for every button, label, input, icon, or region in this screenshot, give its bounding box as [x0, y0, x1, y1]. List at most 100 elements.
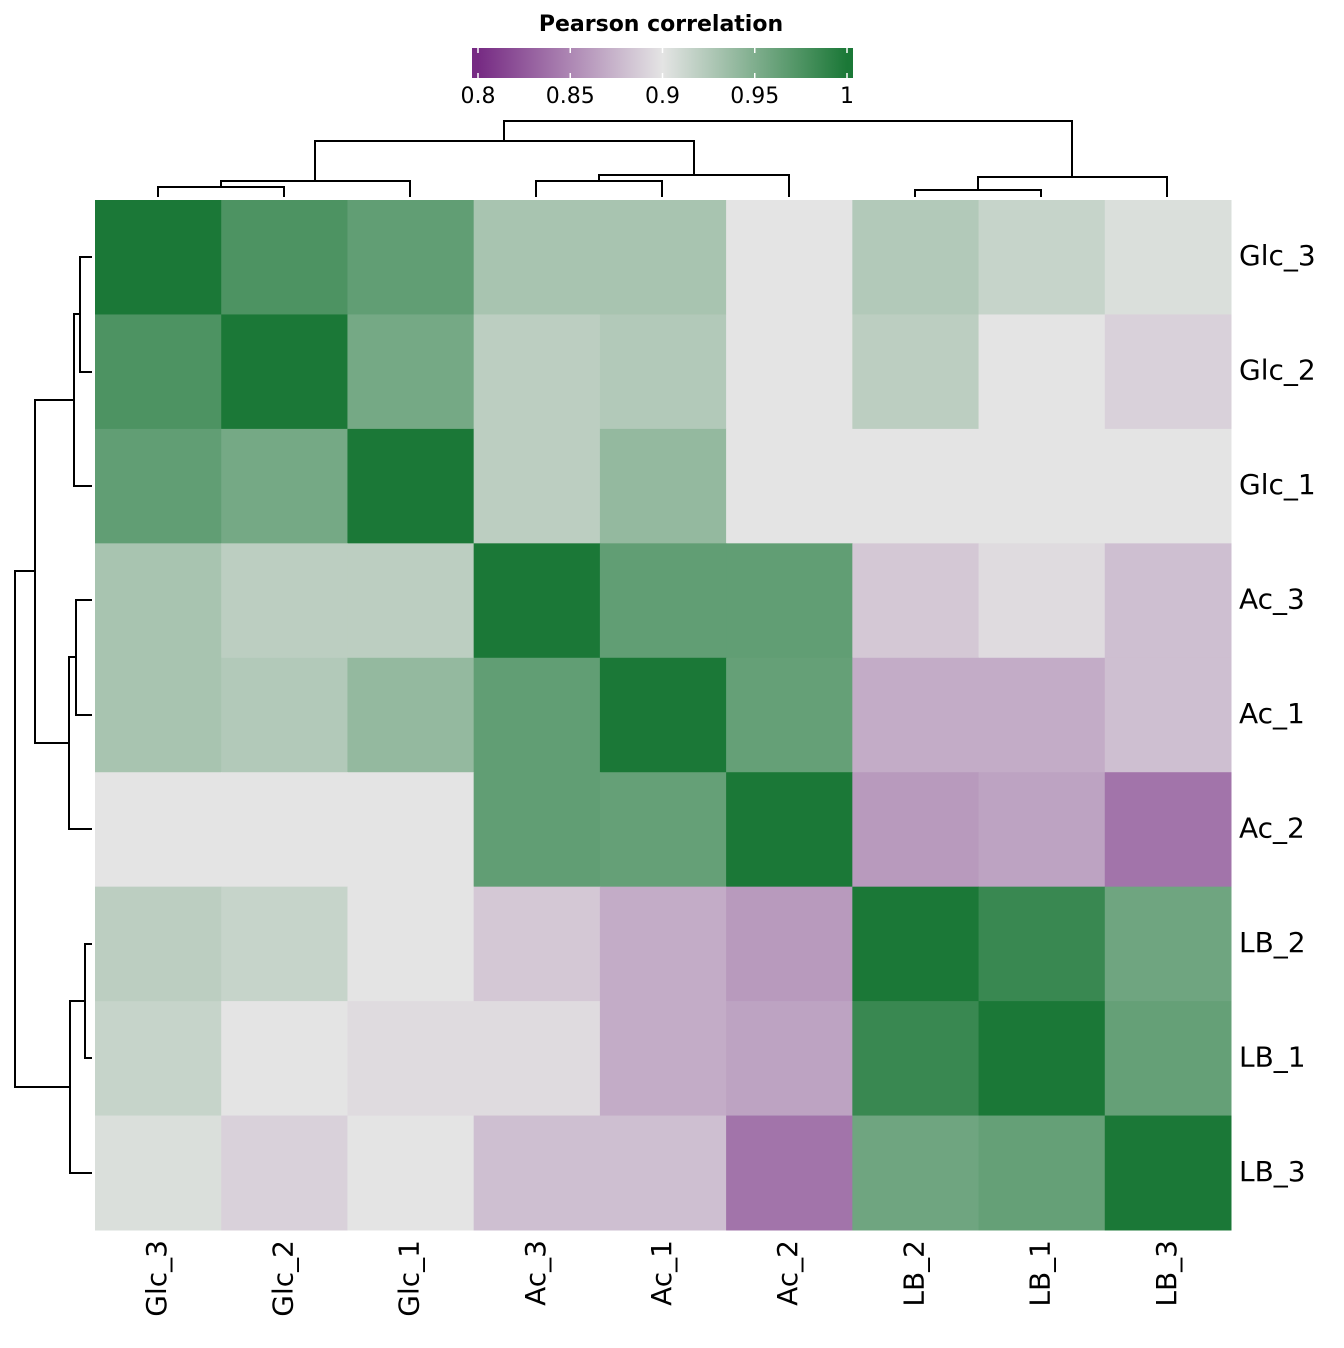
column-label: Ac_2 [771, 1240, 804, 1306]
heatmap-cell [852, 200, 980, 315]
heatmap-cell [221, 200, 348, 315]
heatmap-cell [221, 428, 348, 544]
heatmap-cell [852, 886, 980, 1002]
heatmap-cell [95, 886, 222, 1002]
row-dendrogram [14, 256, 92, 1174]
heatmap-cell [726, 657, 853, 773]
heatmap-cell [978, 772, 1106, 888]
heatmap-cell [221, 314, 348, 430]
heatmap-cell [852, 772, 980, 888]
heatmap-cell [95, 200, 222, 315]
column-label: LB_2 [897, 1240, 930, 1307]
heatmap-cell [347, 543, 475, 659]
heatmap-cell [1104, 314, 1232, 430]
heatmap-cell [978, 200, 1106, 315]
heatmap-cell [852, 657, 980, 773]
heatmap-cell [347, 1115, 475, 1231]
colorbar-high-cap [847, 48, 853, 78]
row-label: Ac_2 [1239, 811, 1305, 844]
heatmap-cell [221, 657, 348, 773]
heatmap-cell [1104, 886, 1232, 1002]
heatmap-cell [473, 428, 601, 544]
column-label: Glc_1 [393, 1240, 426, 1317]
heatmap-cell [95, 314, 222, 430]
heatmap-cell [473, 200, 601, 315]
heatmap-cell [473, 314, 601, 430]
heatmap-cell [852, 1115, 980, 1231]
column-label: Glc_3 [140, 1240, 173, 1317]
heatmap-cell [347, 1001, 475, 1117]
heatmap-cell [978, 543, 1106, 659]
heatmap-cell [726, 1001, 853, 1117]
heatmap-cell [1104, 1001, 1232, 1117]
heatmap-cell [726, 428, 853, 544]
heatmap-cell [978, 1001, 1106, 1117]
heatmap-cell [852, 1001, 980, 1117]
heatmap-cell [221, 1115, 348, 1231]
heatmap-cell [599, 1115, 727, 1231]
heatmap-cell [221, 1001, 348, 1117]
colorbar-tick-label: 0.85 [546, 84, 595, 109]
row-label: Glc_2 [1239, 354, 1316, 387]
heatmap-cell [599, 886, 727, 1002]
column-label: LB_1 [1024, 1240, 1057, 1307]
heatmap-cell [599, 314, 727, 430]
heatmap-cell [95, 1115, 222, 1231]
colorbar-tick-label: 0.8 [461, 84, 496, 109]
heatmap-cell [726, 200, 853, 315]
heatmap-cell [473, 772, 601, 888]
heatmap-cell [221, 886, 348, 1002]
heatmap-cell [726, 772, 853, 888]
heatmap-cell [1104, 428, 1232, 544]
row-label: Ac_1 [1239, 697, 1305, 730]
heatmap-cell [473, 657, 601, 773]
heatmap-cell [599, 657, 727, 773]
legend-title: Pearson correlation [539, 12, 783, 37]
heatmap-cell [1104, 657, 1232, 773]
row-label: Glc_1 [1239, 468, 1316, 501]
heatmap-cell [852, 314, 980, 430]
heatmap-cell [726, 314, 853, 430]
heatmap-cell [852, 428, 980, 544]
heatmap-cell [347, 428, 475, 544]
heatmap-cell [347, 886, 475, 1002]
heatmap-cell [1104, 1115, 1232, 1231]
row-label: LB_2 [1239, 926, 1306, 959]
heatmap-cell [473, 1001, 601, 1117]
heatmap-cell [221, 772, 348, 888]
heatmap-cell [978, 886, 1106, 1002]
heatmap-cell [978, 1115, 1106, 1231]
heatmap-cell [726, 1115, 853, 1231]
heatmap-cell [95, 428, 222, 544]
heatmap-cell [95, 1001, 222, 1117]
heatmap-cell [347, 314, 475, 430]
colorbar-tick-label: 1 [840, 84, 854, 109]
heatmap-cell [599, 428, 727, 544]
heatmap-cell [599, 543, 727, 659]
column-label: Ac_3 [519, 1240, 552, 1306]
heatmap-cell [95, 657, 222, 773]
heatmap-cell [599, 772, 727, 888]
heatmap-cell [726, 543, 853, 659]
heatmap-cell [473, 1115, 601, 1231]
heatmap-cell [347, 200, 475, 315]
heatmap-cell [726, 886, 853, 1002]
colorbar-tick-label: 0.9 [645, 84, 680, 109]
colorbar-tick-label: 0.95 [730, 84, 779, 109]
heatmap-cell [473, 543, 601, 659]
heatmap-cell [95, 543, 222, 659]
heatmap-cell [978, 314, 1106, 430]
column-label: LB_3 [1150, 1240, 1183, 1307]
heatmap-cell [978, 428, 1106, 544]
heatmap-cell [1104, 543, 1232, 659]
column-label: Ac_1 [645, 1240, 678, 1306]
row-label: LB_1 [1239, 1040, 1306, 1073]
heatmap-cell [347, 772, 475, 888]
heatmap-cell [599, 200, 727, 315]
heatmap-cell [95, 772, 222, 888]
row-label: LB_3 [1239, 1155, 1306, 1188]
column-dendrogram [157, 120, 1168, 197]
heatmap-cell [978, 657, 1106, 773]
heatmap-cell [473, 886, 601, 1002]
